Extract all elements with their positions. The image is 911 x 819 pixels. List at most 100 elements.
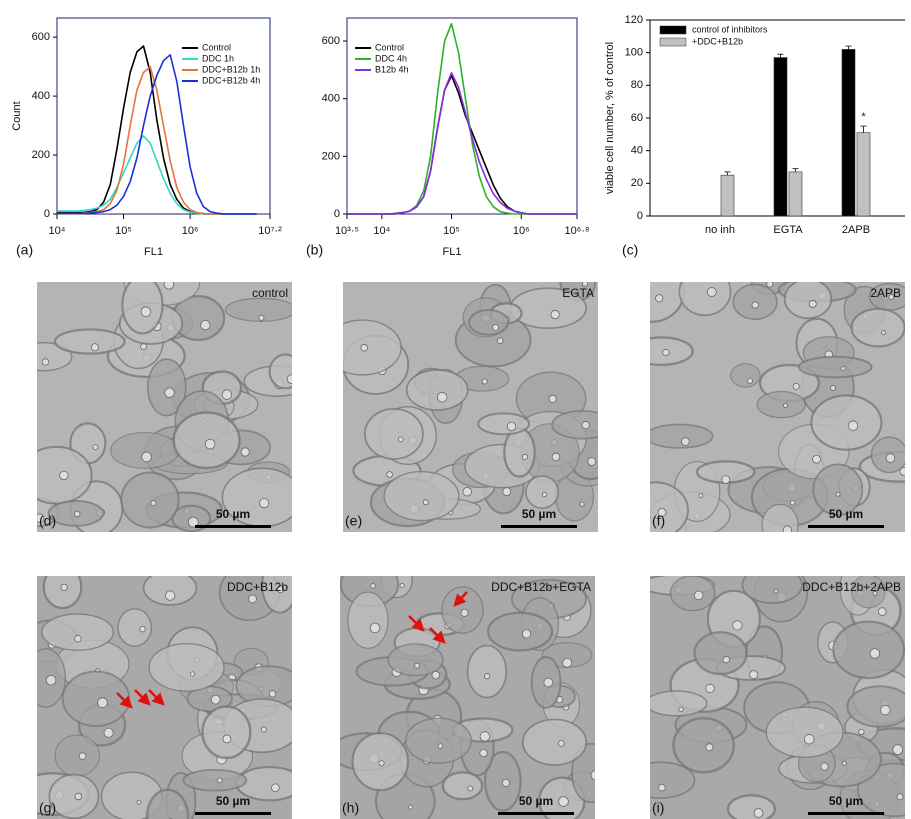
y-axis-label: Count <box>11 101 23 130</box>
bar <box>788 171 803 217</box>
vesicle <box>812 454 821 464</box>
vesicle <box>97 697 108 709</box>
vesicle <box>789 500 796 506</box>
scale-bar <box>195 812 271 815</box>
y-tick-label: 200 <box>32 149 50 161</box>
legend-label: B12b 4h <box>375 64 409 74</box>
vesicle <box>268 690 277 698</box>
vesicle <box>782 525 792 532</box>
cell <box>268 353 292 390</box>
cell <box>650 690 708 717</box>
cell <box>765 706 844 758</box>
cell <box>182 768 248 792</box>
vesicle <box>436 391 448 403</box>
vesicle <box>74 635 82 643</box>
vesicle <box>479 748 488 758</box>
vesicle <box>369 622 381 634</box>
vesicle <box>872 591 878 596</box>
vesicle <box>587 457 597 466</box>
vesicle <box>543 677 554 688</box>
micrograph-title: DDC+B12b+2APB <box>802 580 901 594</box>
vesicle <box>222 734 232 744</box>
panel-label: (g) <box>39 800 56 816</box>
y-axis-label: viable cell number, % of control <box>604 42 616 194</box>
cell <box>54 734 101 777</box>
vesicle <box>847 420 859 431</box>
error-bar <box>860 125 867 133</box>
cell <box>551 409 598 440</box>
scale-bar <box>808 525 884 528</box>
vesicle <box>705 683 715 693</box>
vesicle <box>140 306 152 317</box>
vesicle <box>542 491 548 498</box>
x-tick-label: 10⁴ <box>49 225 66 237</box>
cell <box>120 471 180 529</box>
cell-texture <box>37 576 292 819</box>
cell <box>347 591 389 649</box>
scale-bar <box>195 525 271 528</box>
cell <box>798 355 873 379</box>
scale-bar <box>808 812 884 815</box>
cell <box>468 309 510 336</box>
panel-label: (b) <box>306 242 323 258</box>
cell <box>41 613 115 652</box>
error-bar <box>792 168 799 172</box>
cell <box>142 576 198 606</box>
y-tick-label: 80 <box>631 79 643 91</box>
cell <box>201 705 252 760</box>
histogram-line <box>347 72 577 215</box>
vesicle <box>492 323 500 332</box>
cell <box>224 297 292 322</box>
vesicle <box>841 760 847 766</box>
vesicle <box>74 792 83 801</box>
cell <box>405 717 472 764</box>
vesicle <box>655 294 664 303</box>
cell <box>650 336 694 367</box>
legend-label: DDC+B12b 4h <box>202 75 260 85</box>
vesicle <box>189 671 196 677</box>
cell <box>741 576 803 604</box>
cell <box>846 685 905 728</box>
cell <box>466 644 508 699</box>
cell <box>851 576 886 609</box>
micrograph-title: DDC+B12b <box>227 580 288 594</box>
cell <box>832 620 905 680</box>
cell <box>441 771 484 801</box>
vesicle <box>664 531 667 532</box>
cell <box>650 761 696 799</box>
x-tick-label: 10⁶ <box>182 225 199 237</box>
x-tick-label: 10⁵ <box>443 225 460 237</box>
vesicle <box>681 437 690 446</box>
cell <box>756 390 806 419</box>
plot-frame <box>346 17 578 215</box>
legend-label: DDC+B12b 1h <box>202 64 260 74</box>
cell <box>726 794 777 819</box>
micrograph: DDC+B12b+EGTA (h) 50 µm <box>340 576 595 819</box>
vesicle <box>481 378 488 385</box>
vesicle <box>141 451 152 463</box>
vesicle <box>501 778 511 788</box>
cell <box>121 282 164 335</box>
micrograph-title: control <box>252 286 288 300</box>
vesicle <box>782 402 788 408</box>
cell <box>405 369 469 411</box>
panel-label: (e) <box>345 513 362 529</box>
bar <box>773 57 788 217</box>
vesicle <box>747 377 754 384</box>
vesicle <box>200 320 211 331</box>
bar <box>841 49 856 217</box>
vesicle <box>896 793 904 801</box>
vesicle <box>881 330 887 335</box>
red-arrow <box>116 692 133 709</box>
scale-label: 50 µm <box>216 507 250 521</box>
vesicle <box>258 314 265 321</box>
cell-texture <box>650 576 905 819</box>
cell <box>145 788 190 819</box>
vesicle <box>286 374 292 384</box>
vesicle <box>657 507 667 517</box>
histogram-line <box>347 74 577 215</box>
vesicle <box>408 804 414 810</box>
vesicle <box>221 389 233 400</box>
cell <box>146 358 187 417</box>
legend-label: control of inhibitors <box>692 24 768 34</box>
